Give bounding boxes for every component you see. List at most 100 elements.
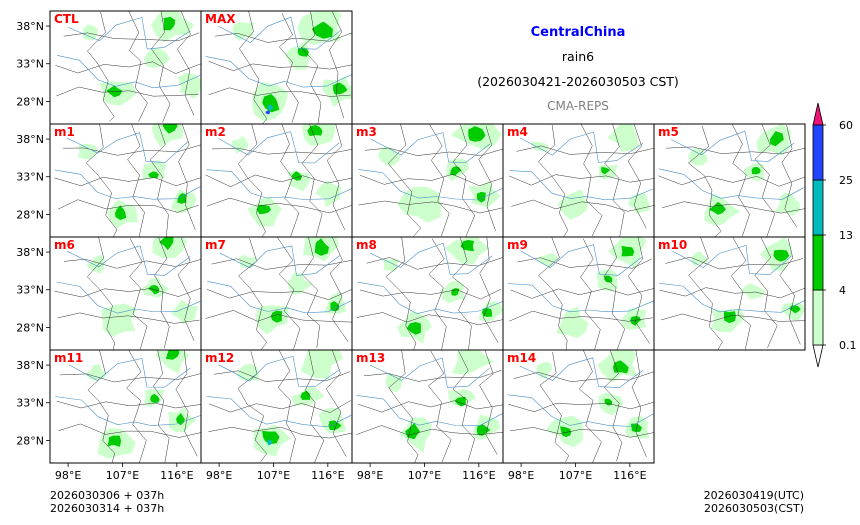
province-boundary [60,373,201,383]
rain-light-area [536,361,553,379]
chart-title: CentralChina [531,25,626,40]
rain-light-area [451,350,495,375]
province-boundary [305,350,325,463]
river-line [68,358,191,388]
colorbar: 0.1 4 13 25 60 [812,102,857,368]
y-tick-label: 28°N [16,434,44,447]
province-boundary [208,400,351,413]
x-tick-label: 107°E [408,469,441,482]
province-boundary [627,237,650,344]
panel-m1: m1 [46,123,202,238]
river-line [519,131,644,163]
province-boundary [64,258,201,269]
province-boundary [359,288,502,300]
rain-moderate-area [560,426,572,438]
valid-time-cst: 2026030503(CST) [704,502,804,515]
chart-variable: rain6 [562,49,594,64]
panel-m2: m2 [200,123,353,238]
panel-m13: m13 [351,349,504,467]
province-boundary [208,87,351,97]
rain-light-area [143,47,171,69]
panel-ctl: CTL [46,10,202,125]
rain-moderate-area [723,311,736,324]
panel-label: m11 [54,351,83,365]
colorbar-segment [812,289,824,346]
province-boundary [517,257,652,269]
river-line [219,245,341,276]
rain-light-area [774,192,800,216]
province-boundary [479,350,498,455]
province-boundary [603,350,623,462]
river-line [507,283,654,313]
province-boundary [356,312,503,326]
province-boundary [510,288,654,299]
province-boundary [511,199,654,212]
province-boundary [211,258,352,270]
rain-moderate-area [148,285,160,295]
rain-moderate-area [150,393,160,403]
province-boundary [87,11,115,122]
province-boundary [580,238,601,350]
province-boundary [280,124,300,237]
rain-moderate-area [270,310,283,323]
river-line [519,357,644,389]
province-boundary [578,350,602,463]
rain-moderate-area [468,126,486,142]
panel-m3: m3 [351,123,504,238]
province-boundary [538,124,569,237]
panel-m4: m4 [502,123,655,238]
rain-light-area [382,259,399,272]
panel-m7: m7 [200,236,353,351]
rain-light-area [628,192,650,215]
province-boundary [660,313,805,322]
province-boundary [126,350,147,463]
river-line [370,132,490,163]
rain-moderate-area [454,396,466,407]
rain-light-area [377,146,401,166]
x-tick-label: 107°E [257,469,290,482]
colorbar-segment [812,124,824,181]
province-boundary [329,237,349,343]
river-line [369,357,490,388]
province-boundary [277,350,296,463]
chart-source: CMA-REPS [547,99,609,113]
rain-moderate-area [789,305,801,314]
panel-label: m12 [205,351,234,365]
province-boundary [359,174,503,187]
province-boundary [177,11,195,116]
province-boundary [364,147,503,156]
rain-severe-area [265,110,270,115]
init-time-2: 2026030314 + 037h [50,502,164,515]
province-boundary [688,125,722,237]
rain-moderate-area [297,47,309,57]
province-boundary [510,427,654,438]
province-boundary [54,287,201,298]
province-boundary [54,176,201,187]
rain-moderate-area [148,171,159,179]
province-boundary [58,423,201,438]
x-tick-label: 116°E [160,469,193,482]
province-boundary [509,310,653,322]
panel-m11: m11 [46,349,202,467]
rain-moderate-area [107,435,122,447]
province-boundary [149,124,169,237]
rain-moderate-area [769,131,784,147]
province-boundary [662,201,805,214]
colorbar-level-label: 0.1 [839,339,857,352]
panel-m14: m14 [502,349,655,467]
rain-moderate-area [604,275,613,283]
x-tick-label: 107°E [106,469,139,482]
panel-m6: m6 [46,236,202,351]
rain-moderate-area [751,166,761,175]
province-boundary [56,400,201,409]
panel-label: m1 [54,125,75,139]
colorbar-level-label: 25 [839,174,853,187]
river-line [509,170,654,201]
y-tick-label: 33°N [16,171,44,184]
province-boundary [513,371,654,382]
rain-moderate-area [256,204,272,215]
province-boundary [779,238,801,345]
rain-light-area [385,372,402,393]
province-boundary [276,237,301,350]
